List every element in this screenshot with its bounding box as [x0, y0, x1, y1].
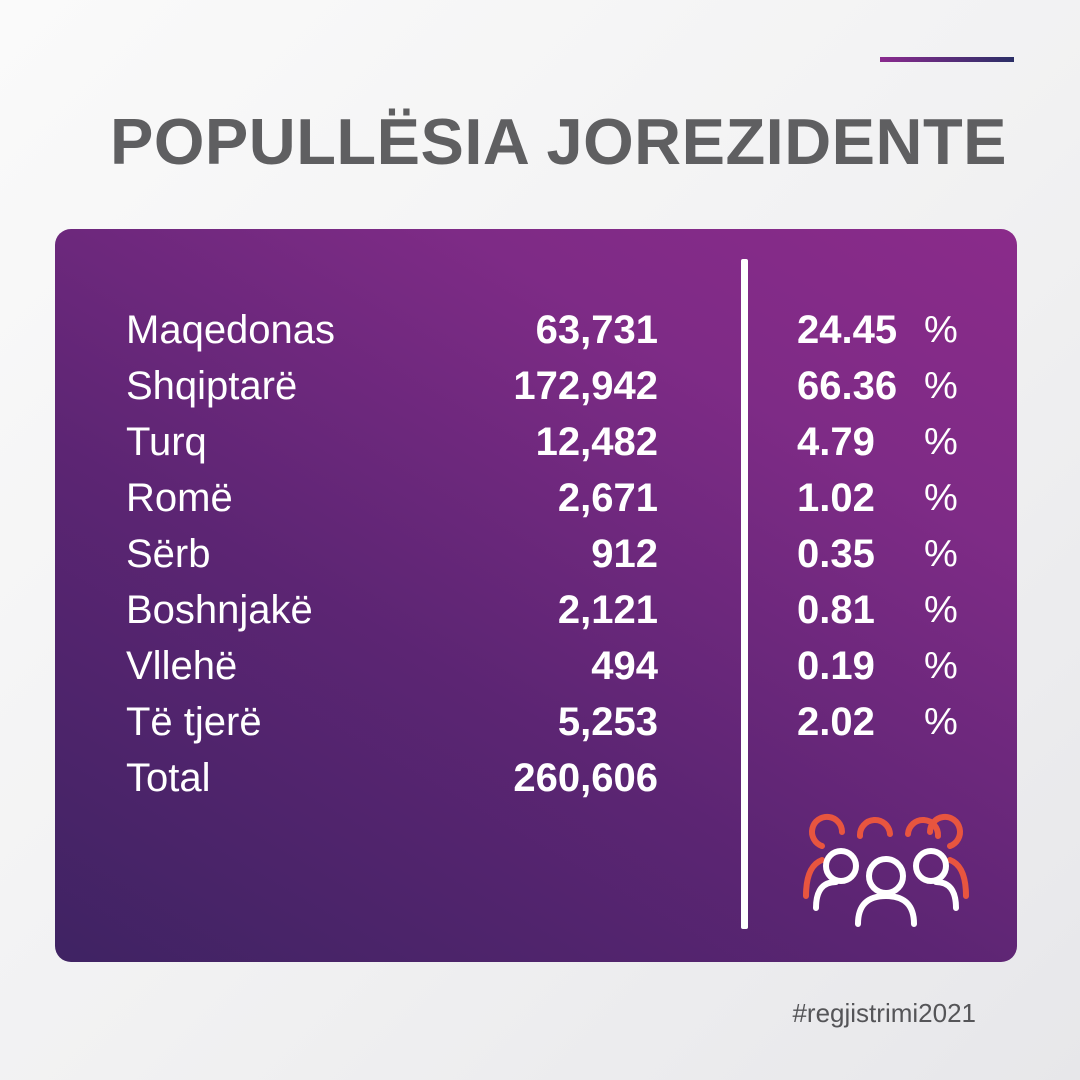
row-name: Të tjerë	[126, 700, 262, 744]
row-percent: 24.45	[797, 308, 898, 352]
row-value: 172,942	[513, 364, 658, 408]
accent-line	[880, 57, 1014, 62]
row-percent: 0.81	[797, 588, 875, 632]
table-row: Shqiptarë 172,942 66.36 %	[0, 358, 1080, 414]
total-label: Total	[126, 756, 211, 800]
row-value: 2,671	[557, 476, 658, 520]
row-value: 63,731	[535, 308, 658, 352]
row-name: Maqedonas	[126, 308, 336, 352]
column-divider	[741, 259, 748, 929]
percent-sign: %	[924, 589, 958, 631]
row-value: 494	[591, 644, 658, 688]
people-group-icon	[803, 813, 969, 927]
percent-sign: %	[924, 309, 958, 351]
percent-sign: %	[924, 645, 958, 687]
row-value: 5,253	[557, 700, 658, 744]
table-row: Të tjerë 5,253 2.02 %	[0, 694, 1080, 750]
row-name: Turq	[126, 420, 207, 464]
row-name: Romë	[126, 476, 233, 520]
data-card	[55, 229, 1017, 962]
row-value: 12,482	[535, 420, 658, 464]
row-percent: 4.79	[797, 420, 875, 464]
row-percent: 0.35	[797, 532, 875, 576]
hashtag: #regjistrimi2021	[792, 998, 976, 1028]
table-row: Sërb 912 0.35 %	[0, 526, 1080, 582]
table-row: Romë 2,671 1.02 %	[0, 470, 1080, 526]
table-row: Vllehë 494 0.19 %	[0, 638, 1080, 694]
row-value: 2,121	[557, 588, 658, 632]
row-name: Vllehë	[126, 644, 238, 688]
row-percent: 0.19	[797, 644, 875, 688]
percent-sign: %	[924, 701, 958, 743]
row-name: Sërb	[126, 532, 211, 576]
percent-sign: %	[924, 421, 958, 463]
percent-sign: %	[924, 365, 958, 407]
total-row: Total 260,606	[0, 750, 1080, 806]
row-name: Boshnjakë	[126, 588, 313, 632]
row-name: Shqiptarë	[126, 364, 298, 408]
percent-sign: %	[924, 533, 958, 575]
total-value: 260,606	[513, 756, 658, 800]
row-percent: 1.02	[797, 476, 875, 520]
page-title: POPULLËSIA JOREZIDENTE	[110, 105, 1008, 178]
row-percent: 66.36	[797, 364, 898, 408]
percent-sign: %	[924, 477, 958, 519]
table-row: Maqedonas 63,731 24.45 %	[0, 302, 1080, 358]
row-percent: 2.02	[797, 700, 875, 744]
table-row: Boshnjakë 2,121 0.81 %	[0, 582, 1080, 638]
row-value: 912	[591, 532, 658, 576]
table-row: Turq 12,482 4.79 %	[0, 414, 1080, 470]
